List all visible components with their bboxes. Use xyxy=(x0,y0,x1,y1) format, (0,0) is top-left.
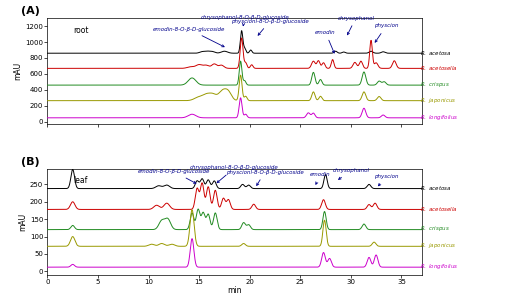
Text: $\it{R.}$ $\it{japonicus}$: $\it{R.}$ $\it{japonicus}$ xyxy=(419,241,456,250)
Text: emodin: emodin xyxy=(315,30,336,53)
Text: $\it{R.}$ $\it{japonicus}$: $\it{R.}$ $\it{japonicus}$ xyxy=(419,96,456,105)
Text: leaf: leaf xyxy=(74,176,88,185)
Text: chrysophanol: chrysophanol xyxy=(337,15,374,35)
Text: $\it{R.}$ $\it{crispus}$: $\it{R.}$ $\it{crispus}$ xyxy=(419,80,450,89)
Text: physcionl-8-O-β-D-glucoside: physcionl-8-O-β-D-glucoside xyxy=(231,19,309,35)
Text: $\it{R.}$ $\it{acetosella}$: $\it{R.}$ $\it{acetosella}$ xyxy=(419,205,457,213)
Text: chrysophanol: chrysophanol xyxy=(333,168,369,179)
Y-axis label: mAU: mAU xyxy=(18,213,27,231)
Text: (A): (A) xyxy=(21,6,40,16)
Text: $\it{R.}$ $\it{longifolius}$: $\it{R.}$ $\it{longifolius}$ xyxy=(419,113,458,122)
Text: emodin: emodin xyxy=(310,172,331,184)
Text: physcionl-8-O-β-D-glucoside: physcionl-8-O-β-D-glucoside xyxy=(226,170,304,185)
Text: chrysophanol-8-O-β-D-glucoside: chrysophanol-8-O-β-D-glucoside xyxy=(190,165,279,183)
Text: physcion: physcion xyxy=(374,24,398,42)
Text: $\it{R.}$ $\it{acetosa}$: $\it{R.}$ $\it{acetosa}$ xyxy=(419,49,451,57)
Text: $\it{R.}$ $\it{acetosella}$: $\it{R.}$ $\it{acetosella}$ xyxy=(419,64,457,72)
Text: chrysophanol-8-O-β-D-glucoside: chrysophanol-8-O-β-D-glucoside xyxy=(200,15,289,26)
X-axis label: min: min xyxy=(227,286,242,295)
Y-axis label: mAU: mAU xyxy=(14,62,23,80)
Text: $\it{R.}$ $\it{crispus}$: $\it{R.}$ $\it{crispus}$ xyxy=(419,224,450,233)
Text: physcion: physcion xyxy=(374,174,398,186)
Text: (B): (B) xyxy=(21,157,40,167)
Text: emodin-8-O-β-D-glucoside: emodin-8-O-β-D-glucoside xyxy=(138,169,210,183)
Text: $\it{R.}$ $\it{acetosa}$: $\it{R.}$ $\it{acetosa}$ xyxy=(419,184,451,192)
Text: $\it{R.}$ $\it{longifolius}$: $\it{R.}$ $\it{longifolius}$ xyxy=(419,262,458,271)
Text: root: root xyxy=(74,26,89,34)
Text: emodin-8-O-β-D-glucoside: emodin-8-O-β-D-glucoside xyxy=(153,27,225,47)
